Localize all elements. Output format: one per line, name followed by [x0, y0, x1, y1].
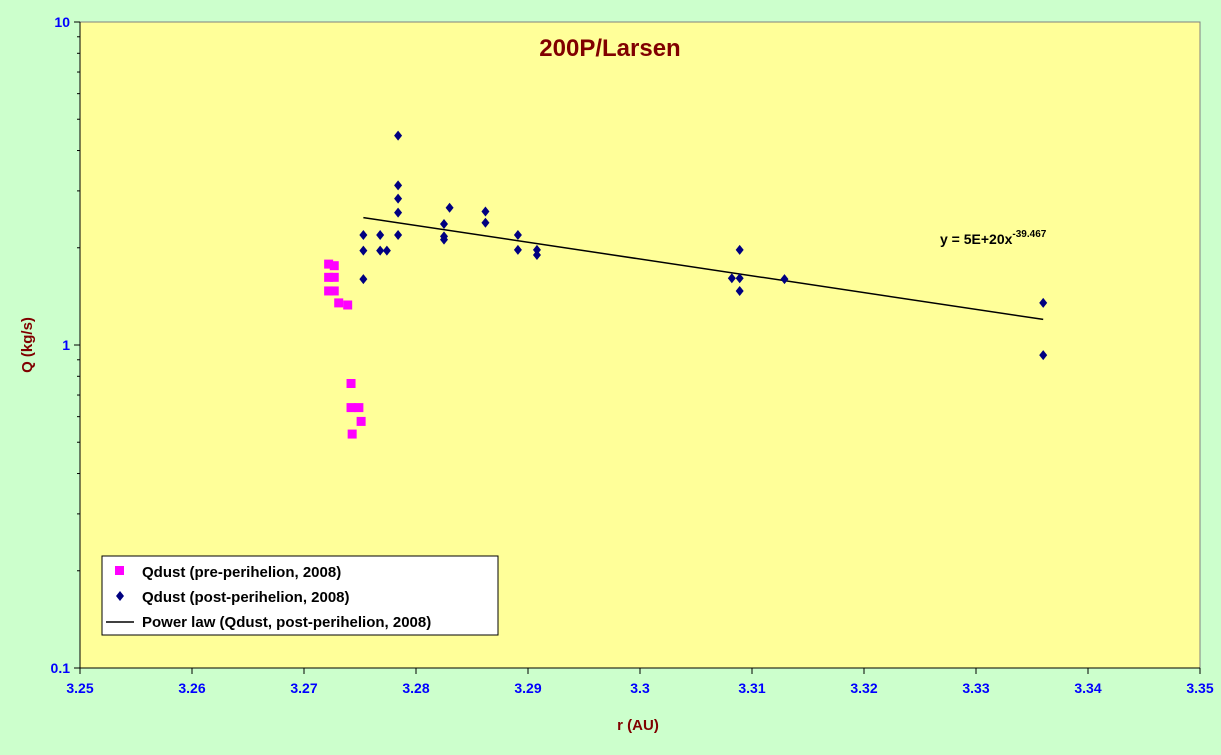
legend-label-pre: Qdust (pre-perihelion, 2008) — [142, 564, 341, 581]
post-perihelion-point — [532, 249, 541, 260]
y-tick-label: 0.1 — [51, 660, 71, 676]
legend-box — [101, 555, 499, 636]
post-perihelion-point — [727, 273, 736, 284]
x-tick-label: 3.31 — [738, 680, 765, 696]
post-perihelion-point — [513, 244, 522, 255]
legend: Qdust (pre-perihelion, 2008) Qdust (post… — [101, 555, 499, 636]
pre-perihelion-point — [329, 261, 339, 271]
pre-perihelion-point — [354, 403, 364, 413]
post-perihelion-point — [376, 230, 385, 241]
post-perihelion-point — [394, 130, 403, 141]
axes: 3.25 3.26 3.27 3.28 3.29 3.3 3.31 3.32 3.33 3.34 3… — [51, 14, 1214, 696]
pre-perihelion-point — [329, 286, 339, 296]
fit-line-group — [363, 216, 1044, 321]
y-tick-label: 10 — [54, 14, 70, 30]
post-perihelion-point — [359, 230, 368, 241]
pre-perihelion-point — [356, 416, 366, 426]
power-law-fit-line — [363, 216, 1044, 321]
pre-perihelion-point — [347, 429, 357, 439]
legend-marker-pre — [115, 566, 124, 575]
fit-equation-base: y = 5E+20x — [940, 231, 1013, 247]
post-perihelion-point — [735, 285, 744, 296]
pre-perihelion-point — [346, 378, 356, 388]
post-perihelion-point — [394, 193, 403, 204]
post-perihelion-point — [382, 245, 391, 256]
post-perihelion-point — [481, 217, 490, 228]
post-perihelion-point — [735, 273, 744, 284]
x-tick-label: 3.3 — [630, 680, 650, 696]
pre-perihelion-point — [324, 286, 334, 296]
x-tick-label: 3.29 — [514, 680, 541, 696]
pre-perihelion-point — [346, 403, 356, 413]
x-tick-label: 3.28 — [402, 680, 429, 696]
post-perihelion-point — [376, 245, 385, 256]
x-tick-label: 3.35 — [1186, 680, 1213, 696]
pre-perihelion-point — [324, 259, 334, 269]
x-tick-label: 3.26 — [178, 680, 205, 696]
post-perihelion-point — [394, 207, 403, 218]
chart-title: 200P/Larsen — [539, 35, 680, 62]
post-perihelion-point — [1039, 350, 1048, 361]
post-perihelion-point — [359, 274, 368, 285]
post-perihelion-point — [445, 202, 454, 213]
post-perihelion-point — [394, 180, 403, 191]
legend-marker-post — [116, 591, 124, 601]
post-perihelion-point — [513, 230, 522, 241]
post-perihelion-point — [780, 274, 789, 285]
post-perihelion-point — [481, 206, 490, 217]
x-axis-label: r (AU) — [617, 717, 659, 734]
post-perihelion-point — [359, 245, 368, 256]
pre-perihelion-point — [334, 298, 344, 308]
pre-perihelion-point — [343, 300, 353, 310]
pre-perihelion-point — [329, 272, 339, 282]
post-perihelion-point — [440, 234, 448, 245]
x-tick-label: 3.34 — [1074, 680, 1101, 696]
post-perihelion-point — [532, 244, 541, 255]
x-tick-label: 3.32 — [850, 680, 877, 696]
y-tick-label: 1 — [62, 337, 70, 353]
legend-label-fit: Power law (Qdust, post-perihelion, 2008) — [142, 614, 431, 631]
post-perihelion-point — [394, 230, 403, 241]
legend-label-post: Qdust (post-perihelion, 2008) — [142, 589, 350, 606]
post-perihelion-point — [1039, 297, 1048, 308]
pre-perihelion-point — [324, 272, 334, 282]
x-tick-label: 3.27 — [290, 680, 317, 696]
fit-equation: y = 5E+20x-39.467 — [940, 229, 1047, 247]
y-axis-label: Q (kg/s) — [19, 317, 36, 373]
x-tick-label: 3.25 — [66, 680, 93, 696]
x-tick-label: 3.33 — [962, 680, 989, 696]
post-perihelion-point — [440, 218, 448, 229]
post-perihelion-point — [735, 244, 744, 255]
fit-equation-exponent: -39.467 — [1012, 229, 1046, 240]
points-group — [324, 130, 1048, 439]
